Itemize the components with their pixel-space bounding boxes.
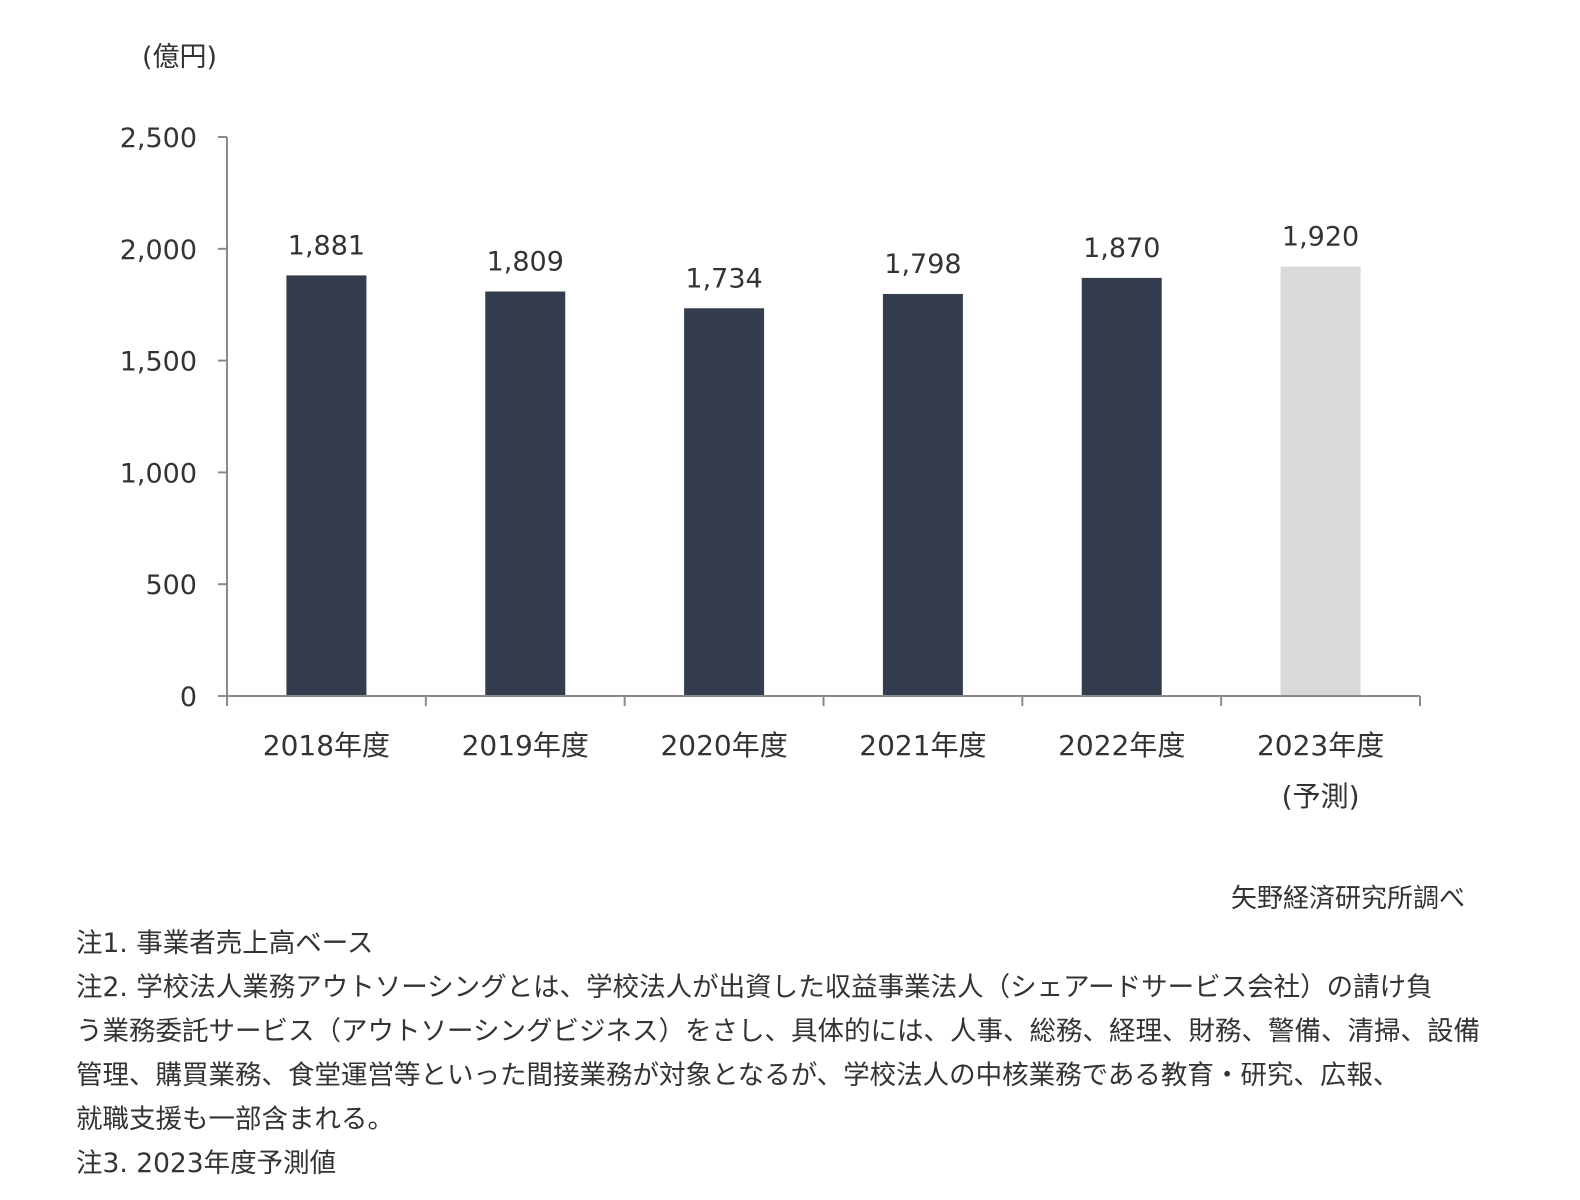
category-label: (予測): [1282, 780, 1360, 813]
data-label: 1,734: [685, 263, 762, 294]
y-tick-label: 1,500: [120, 347, 197, 378]
category-label: 2018年度: [263, 729, 390, 762]
category-label: 2022年度: [1058, 729, 1185, 762]
category-labels: 2018年度 2019年度 2020年度 2021年度 2022年度 2023年度 (予測): [263, 729, 1384, 813]
bar: [485, 291, 566, 696]
bar: [286, 275, 367, 696]
notes: 注1. 事業者売上高ベース 注2. 学校法人業務アウトソーシングとは、学校法人が…: [76, 922, 1496, 1186]
data-label: 1,920: [1282, 222, 1359, 253]
y-tick-label: 2,000: [120, 235, 197, 266]
note-line: 注2. 学校法人業務アウトソーシングとは、学校法人が出資した収益事業法人（シェア…: [76, 972, 1433, 1003]
y-axis-unit-label: (億円): [142, 42, 217, 73]
bar: [1280, 266, 1361, 696]
category-label: 2020年度: [660, 729, 787, 762]
category-label: 2019年度: [462, 729, 589, 762]
value-labels: 1,881 1,809 1,734 1,798 1,870 1,920: [288, 222, 1359, 295]
y-tick-label: 2,500: [120, 123, 197, 154]
bar: [1081, 277, 1162, 696]
y-axis-ticks: 0 500 1,000 1,500 2,000 2,500: [120, 123, 228, 713]
bars: [286, 266, 1361, 696]
source-credit: 矢野経済研究所調べ: [1230, 884, 1465, 914]
y-tick-label: 1,000: [120, 458, 197, 489]
data-label: 1,870: [1083, 233, 1160, 264]
y-tick-label: 500: [145, 570, 197, 601]
bar: [882, 293, 963, 696]
data-label: 1,809: [487, 247, 564, 278]
category-label: 2023年度: [1257, 729, 1384, 762]
note-line: 管理、購買業務、食堂運営等といった間接業務が対象となるが、学校法人の中核業務であ…: [76, 1060, 1400, 1091]
bar: [684, 308, 765, 696]
data-label: 1,798: [884, 249, 961, 280]
note-line: う業務委託サービス（アウトソーシングビジネス）をさし、具体的には、人事、総務、経…: [76, 1016, 1480, 1047]
data-label: 1,881: [288, 230, 365, 261]
note-line: 就職支援も一部含まれる。: [76, 1104, 394, 1135]
note-line: 注3. 2023年度予測値: [76, 1148, 337, 1179]
bar-chart: (億円) 0 500 1,000 1,500 2,000 2,500 1,881 1,809…: [120, 42, 1421, 813]
category-label: 2021年度: [859, 729, 986, 762]
x-axis: [226, 695, 1421, 706]
y-tick-label: 0: [180, 682, 197, 713]
note-line: 注1. 事業者売上高ベース: [76, 928, 374, 959]
